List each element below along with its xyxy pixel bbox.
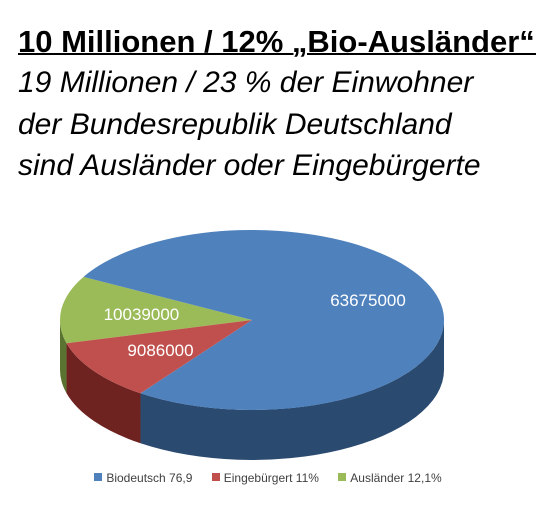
subtitle-line-3: sind Ausländer oder Eingebürgerte <box>18 149 481 182</box>
pie-slices <box>59 230 445 410</box>
data-label-eingebuergert: 9086000 <box>127 341 193 360</box>
pie-slice-biodeutsch <box>83 230 445 410</box>
pie-side-biodeutsch <box>140 320 444 460</box>
legend-label-eingebuergert: Eingebürgert 11% <box>223 470 319 485</box>
pie-side-auslaender <box>60 320 67 394</box>
data-label-biodeutsch: 63675000 <box>330 291 406 310</box>
legend-item-auslaender: Ausländer 12,1% <box>338 470 442 485</box>
pie-slice-eingebuergert <box>66 320 253 394</box>
legend-label-biodeutsch: Biodeutsch 76,9 <box>106 470 193 485</box>
data-label-auslaender: 10039000 <box>104 305 180 324</box>
legend-swatch-auslaender <box>338 472 347 481</box>
pie-data-labels: 10039000 63675000 9086000 <box>104 291 406 360</box>
legend-item-biodeutsch: Biodeutsch 76,9 <box>94 470 192 485</box>
subtitle-line-2: der Bundesrepublik Deutschland <box>18 108 452 141</box>
legend-swatch-biodeutsch <box>94 472 103 481</box>
legend: Biodeutsch 76,9 Eingebürgert 11% Ausländ… <box>0 470 536 485</box>
legend-label-auslaender: Ausländer 12,1% <box>350 470 442 485</box>
pie-slice-auslaender <box>59 276 252 344</box>
pie-side-eingebuergert <box>66 343 141 444</box>
pie-sides <box>60 320 444 460</box>
page-title: 10 Millionen / 12% „Bio-Ausländer“? <box>18 24 536 59</box>
legend-item-eingebuergert: Eingebürgert 11% <box>211 470 319 485</box>
legend-swatch-eingebuergert <box>211 472 220 481</box>
subtitle-line-1: 19 Millionen / 23 % der Einwohner <box>18 66 474 99</box>
